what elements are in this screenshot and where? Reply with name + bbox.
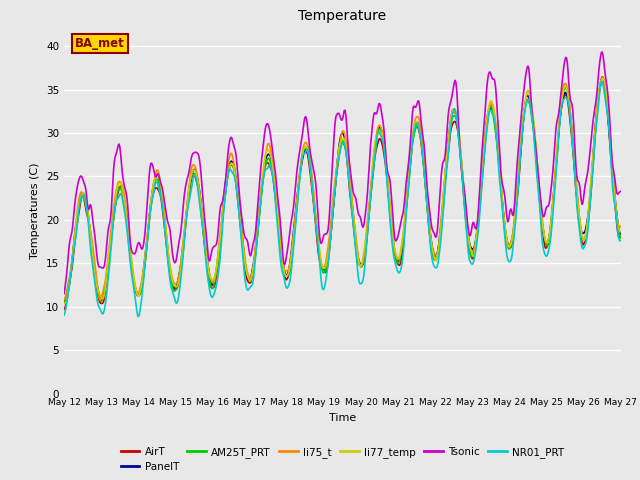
AirT (617, 234, 625, 240)
li75_t (128, 266, 136, 272)
NR01_PRT (60, 312, 68, 318)
NR01_PRT (411, 125, 419, 131)
NR01_PRT (185, 200, 193, 206)
li77_temp (426, 232, 434, 238)
li77_temp (60, 300, 68, 306)
AM25T_PRT (70, 240, 78, 246)
li77_temp (70, 240, 78, 245)
Tsonic (127, 247, 135, 252)
AM25T_PRT (127, 261, 135, 266)
AM25T_PRT (214, 264, 221, 270)
Title: Temperature: Temperature (298, 10, 387, 24)
AirT (426, 237, 434, 242)
Y-axis label: Temperatures (C): Temperatures (C) (30, 163, 40, 260)
NR01_PRT (617, 238, 625, 243)
Line: AirT: AirT (64, 82, 621, 309)
Line: PanelT: PanelT (64, 77, 621, 302)
li77_temp (617, 229, 625, 235)
NR01_PRT (127, 270, 135, 276)
li75_t (598, 74, 606, 80)
AirT (127, 264, 135, 269)
Tsonic (410, 103, 418, 109)
Tsonic (70, 209, 78, 215)
li77_temp (184, 195, 192, 201)
AM25T_PRT (617, 235, 625, 240)
Line: li75_t: li75_t (64, 77, 621, 300)
AirT (214, 266, 221, 272)
NR01_PRT (598, 79, 605, 84)
PanelT (214, 260, 221, 266)
AM25T_PRT (184, 199, 192, 205)
PanelT (70, 238, 78, 243)
AirT (410, 130, 418, 135)
AM25T_PRT (426, 233, 434, 239)
Line: AM25T_PRT: AM25T_PRT (64, 83, 621, 301)
Tsonic (426, 214, 434, 219)
AirT (599, 79, 607, 85)
Tsonic (214, 237, 221, 242)
AirT (70, 246, 78, 252)
PanelT (127, 260, 135, 266)
Tsonic (617, 189, 625, 194)
Text: BA_met: BA_met (75, 37, 125, 50)
X-axis label: Time: Time (329, 413, 356, 423)
li75_t (70, 240, 78, 246)
AirT (60, 306, 68, 312)
li75_t (411, 119, 419, 124)
Tsonic (60, 291, 68, 297)
Tsonic (598, 49, 606, 55)
PanelT (617, 231, 625, 237)
li75_t (60, 297, 68, 302)
li77_temp (127, 254, 135, 260)
li75_t (617, 224, 625, 229)
Line: li77_temp: li77_temp (64, 79, 621, 303)
Line: NR01_PRT: NR01_PRT (64, 82, 621, 317)
li75_t (214, 250, 222, 256)
NR01_PRT (428, 249, 435, 255)
Line: Tsonic: Tsonic (64, 52, 621, 294)
AirT (184, 200, 192, 205)
li75_t (185, 187, 193, 192)
AM25T_PRT (598, 80, 606, 85)
Legend: AirT, PanelT, AM25T_PRT, li75_t, li77_temp, Tsonic, NR01_PRT: AirT, PanelT, AM25T_PRT, li75_t, li77_te… (116, 443, 568, 476)
PanelT (598, 74, 606, 80)
PanelT (60, 299, 68, 305)
PanelT (184, 196, 192, 202)
NR01_PRT (70, 244, 78, 250)
Tsonic (184, 174, 192, 180)
li77_temp (214, 259, 221, 265)
NR01_PRT (214, 272, 222, 278)
li75_t (428, 238, 435, 243)
PanelT (426, 230, 434, 236)
li77_temp (599, 76, 607, 82)
PanelT (410, 127, 418, 132)
AM25T_PRT (60, 299, 68, 304)
AM25T_PRT (410, 132, 418, 137)
NR01_PRT (134, 314, 142, 320)
li75_t (97, 297, 104, 303)
li77_temp (410, 124, 418, 130)
